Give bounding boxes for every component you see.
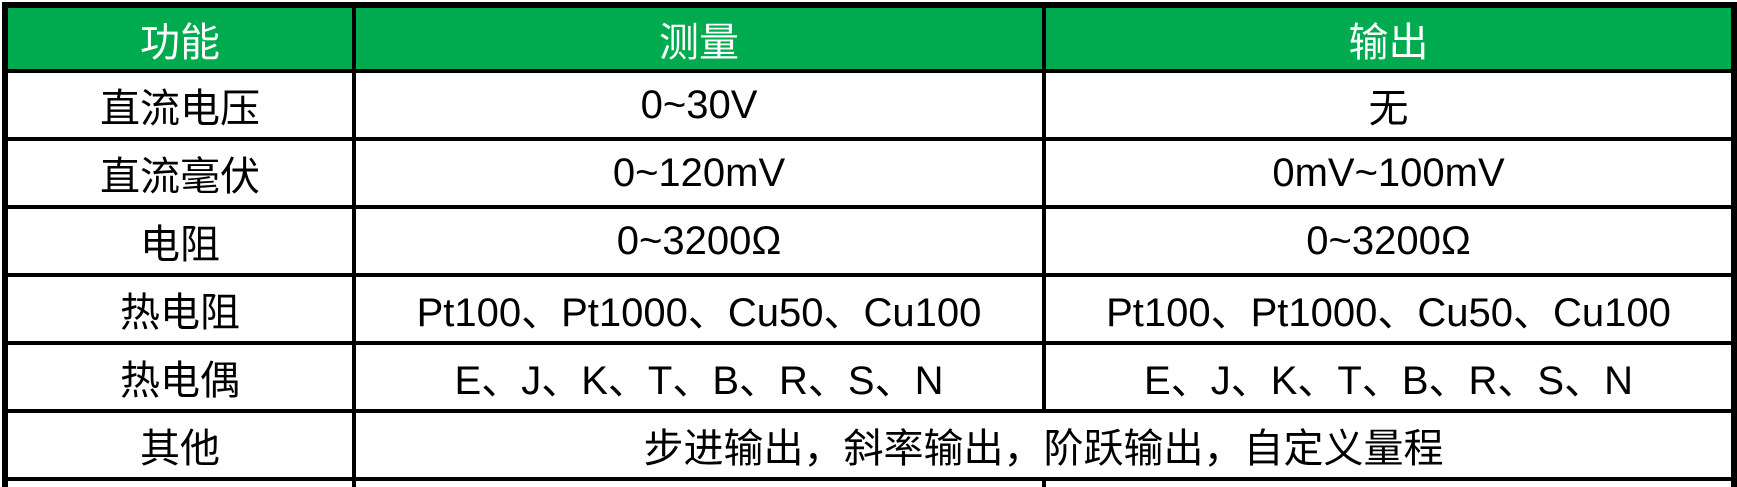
cell-function: 热电阻 (3, 273, 356, 345)
cell-output: 0mV~100mV (1042, 137, 1736, 209)
cell-function: 其他 (3, 409, 356, 481)
cell-function: 电阻 (3, 205, 356, 277)
table-row-partial (3, 477, 1736, 487)
table-row: 电阻 0~3200Ω 0~3200Ω (3, 205, 1736, 277)
table-row: 直流毫伏 0~120mV 0mV~100mV (3, 137, 1736, 209)
table-row: 热电偶 E、J、K、T、B、R、S、N E、J、K、T、B、R、S、N (3, 341, 1736, 413)
cell-measure: 0~120mV (352, 137, 1046, 209)
cell-output: E、J、K、T、B、R、S、N (1042, 341, 1736, 413)
cell-output: Pt100、Pt1000、Cu50、Cu100 (1042, 273, 1736, 345)
table-row: 热电阻 Pt100、Pt1000、Cu50、Cu100 Pt100、Pt1000… (3, 273, 1736, 345)
cell-measure: 0~3200Ω (352, 205, 1046, 277)
cell-merged-output: 步进输出，斜率输出，阶跃输出，自定义量程 (352, 409, 1736, 481)
cell-measure (352, 477, 1046, 487)
column-header-function: 功能 (3, 3, 356, 73)
cell-output (1042, 477, 1736, 487)
cell-output: 0~3200Ω (1042, 205, 1736, 277)
cell-measure: E、J、K、T、B、R、S、N (352, 341, 1046, 413)
cell-measure: Pt100、Pt1000、Cu50、Cu100 (352, 273, 1046, 345)
cell-function: 热电偶 (3, 341, 356, 413)
cell-output: 无 (1042, 69, 1736, 141)
table-row: 直流电压 0~30V 无 (3, 69, 1736, 141)
cell-function (3, 477, 356, 487)
table-row: 其他 步进输出，斜率输出，阶跃输出，自定义量程 (3, 409, 1736, 481)
cell-function: 直流电压 (3, 69, 356, 141)
cell-function: 直流毫伏 (3, 137, 356, 209)
header-row: 功能 测量 输出 (3, 3, 1736, 73)
column-header-output: 输出 (1042, 3, 1736, 73)
cell-measure: 0~30V (352, 69, 1046, 141)
column-header-measure: 测量 (352, 3, 1046, 73)
